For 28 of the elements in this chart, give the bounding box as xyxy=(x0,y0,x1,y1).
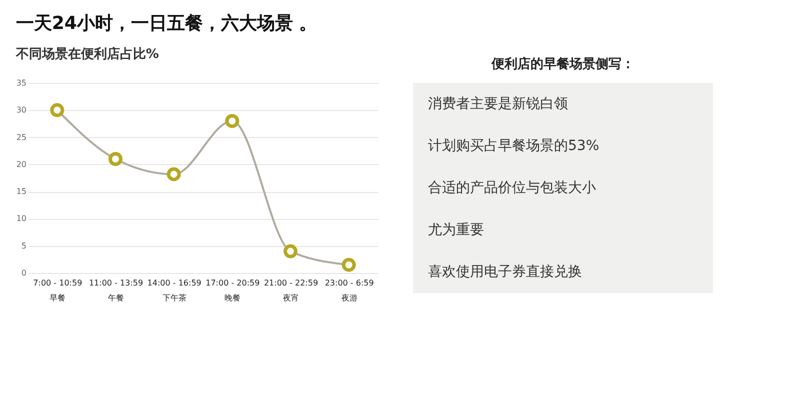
point xyxy=(225,114,240,128)
y-tick-label: 25 xyxy=(16,132,26,142)
y-tick-label: 15 xyxy=(16,187,26,196)
text: 尤为重要 xyxy=(428,222,484,238)
point xyxy=(166,167,181,182)
x-tick-label: 21:00 - 22:59 夜宵 xyxy=(264,278,318,302)
point xyxy=(108,152,122,166)
text: 计划购买占早餐场景的53% xyxy=(428,138,600,154)
y-tick-label: 30 xyxy=(16,106,26,115)
x-tick-label: 17:00 - 20:59 晚餐 xyxy=(206,278,260,302)
point xyxy=(50,103,64,118)
point xyxy=(284,244,298,258)
y-tick-label: 35 xyxy=(16,78,26,88)
text: 喜欢使用电子券直接兑换 xyxy=(428,264,582,280)
chart-subtitle: 不同场景在便利店占比% xyxy=(14,46,159,62)
text: 合适的产品价位与包装大小 xyxy=(428,180,596,196)
chart-title: 一天24小时，一日五餐，六大场景 。 xyxy=(16,13,318,34)
y-tick-label: 0 xyxy=(21,268,26,278)
x-tick-label: 14:00 - 16:59 下午茶 xyxy=(147,278,202,302)
x-tick-label: 7:00 - 10:59 早餐 xyxy=(33,278,82,302)
point xyxy=(342,258,356,272)
text: 消费者主要是新锐白领 xyxy=(428,96,568,112)
x-tick-label: 11:00 - 13:59 午餐 xyxy=(88,278,144,302)
x-tick-label: 23:00 - 6:59 夜游 xyxy=(324,278,374,302)
text: 便利店的早餐场景侧写： xyxy=(490,56,634,72)
y-tick-label: 5 xyxy=(21,241,26,250)
y-tick-label: 20 xyxy=(16,160,26,169)
y-tick-label: 10 xyxy=(16,214,26,224)
